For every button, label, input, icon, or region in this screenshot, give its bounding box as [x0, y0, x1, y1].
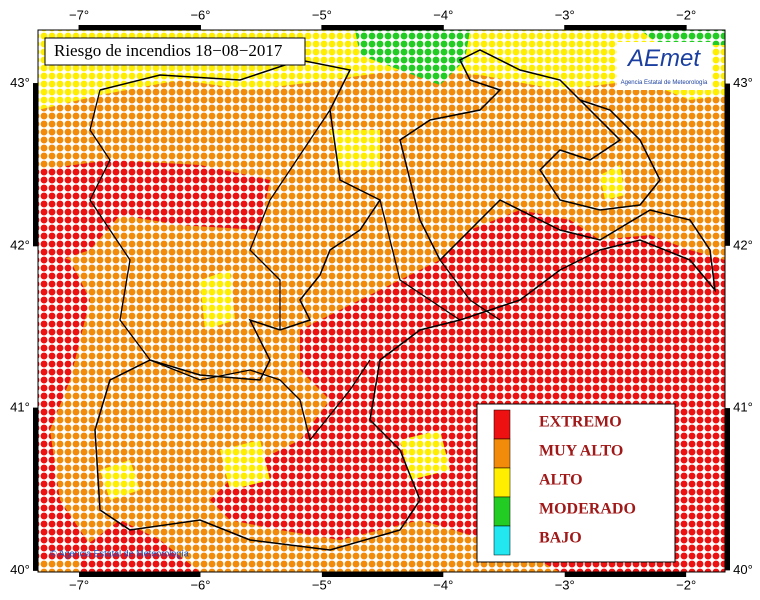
frame-segment [725, 408, 730, 571]
logo: AEmet [626, 45, 701, 72]
frame-segment [33, 83, 38, 246]
y-tick-label: 40° [733, 562, 753, 577]
copyright: © Agencia Estatal de Meteorología [50, 548, 189, 558]
legend-swatch [493, 525, 511, 556]
legend-label: BAJO [539, 530, 582, 547]
x-tick-label: −6° [190, 7, 210, 22]
frame-segment [321, 572, 444, 577]
legend-swatch [493, 467, 511, 498]
frame-segment [33, 408, 38, 571]
x-tick-label: −4° [433, 7, 453, 22]
x-tick-label: −7° [69, 7, 89, 22]
y-tick-label: 41° [733, 400, 753, 415]
logo-subtitle: Agencia Estatal de Meteorología [621, 80, 708, 86]
y-tick-label: 43° [10, 75, 30, 90]
legend-label: MODERADO [539, 501, 636, 518]
x-tick-label: −6° [190, 577, 210, 592]
legend-label: ALTO [539, 472, 583, 489]
frame-segment [725, 83, 730, 246]
x-tick-label: −3° [555, 577, 575, 592]
legend-swatch [493, 409, 511, 440]
frame-segment [79, 25, 201, 30]
legend-swatch [493, 438, 511, 469]
x-tick-label: −2° [676, 7, 696, 22]
y-tick-label: 42° [733, 237, 753, 252]
frame-segment [564, 572, 687, 577]
frame-segment [321, 25, 444, 30]
title: Riesgo de incendios 18−08−2017 [54, 41, 283, 60]
frame-segment [79, 572, 201, 577]
y-tick-label: 42° [10, 237, 30, 252]
y-tick-label: 41° [10, 400, 30, 415]
x-tick-label: −3° [555, 7, 575, 22]
y-tick-label: 40° [10, 562, 30, 577]
y-tick-label: 43° [733, 75, 753, 90]
x-tick-label: −2° [676, 577, 696, 592]
title-box [44, 37, 306, 66]
x-tick-label: −4° [433, 577, 453, 592]
legend-label: EXTREMO [539, 414, 622, 431]
legend-label: MUY ALTO [539, 443, 623, 460]
legend-swatch [493, 496, 511, 527]
x-tick-label: −5° [312, 577, 332, 592]
x-tick-label: −7° [69, 577, 89, 592]
logo-box [617, 42, 712, 90]
x-tick-label: −5° [312, 7, 332, 22]
frame-segment [564, 25, 687, 30]
